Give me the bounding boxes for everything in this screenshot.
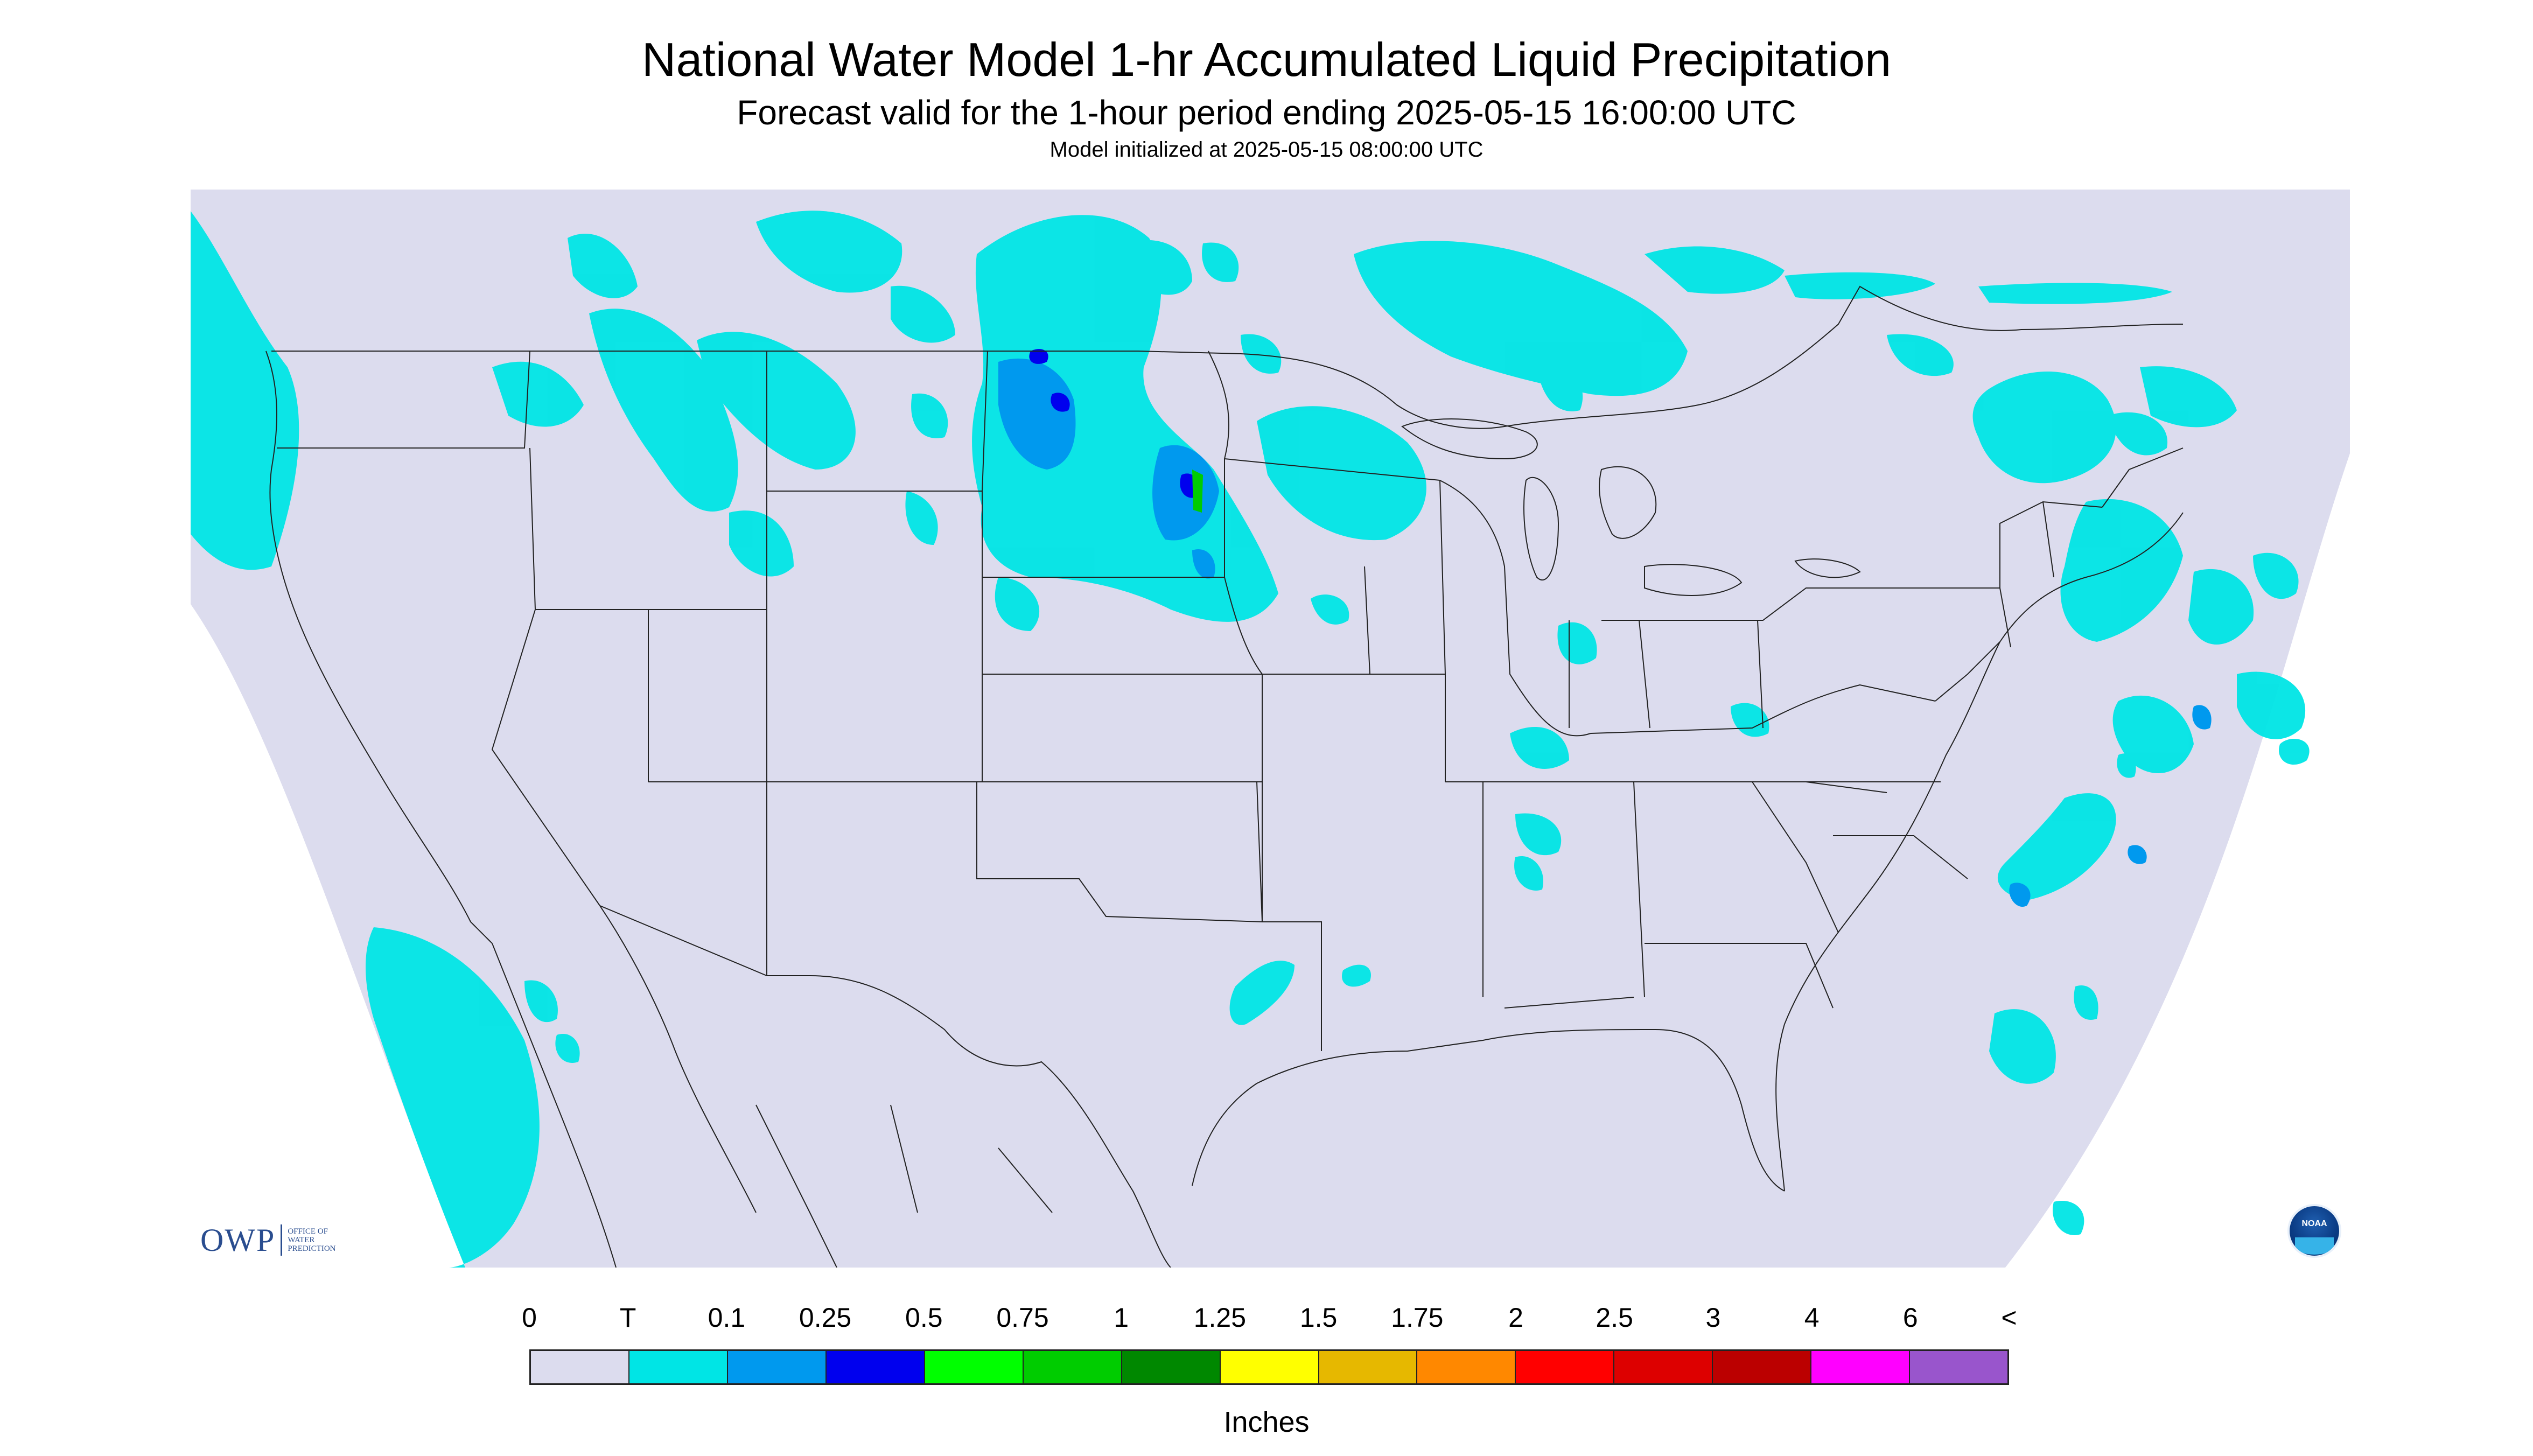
legend-tick-label: 2 xyxy=(1508,1303,1523,1333)
legend-tick-label: 1.75 xyxy=(1391,1303,1444,1333)
legend-tick-label: < xyxy=(2001,1303,2017,1333)
precip-0.5-areas xyxy=(1192,470,1203,513)
legend-swatch xyxy=(531,1351,629,1383)
legend-swatch xyxy=(1417,1351,1516,1383)
legend-tick-label: 1.5 xyxy=(1299,1303,1338,1333)
legend-swatch xyxy=(925,1351,1024,1383)
noaa-logo-icon: NOAA xyxy=(2287,1204,2341,1258)
legend-swatch xyxy=(1614,1351,1713,1383)
owp-logo-text: OWP xyxy=(200,1222,276,1258)
precipitation-map xyxy=(191,190,2350,1268)
legend-tick-label: 4 xyxy=(1804,1303,1820,1333)
legend-swatch xyxy=(1122,1351,1221,1383)
model-init-text: Model initialized at 2025-05-15 08:00:00… xyxy=(1049,138,1484,162)
legend-swatch xyxy=(629,1351,728,1383)
legend-units: Inches xyxy=(1223,1406,1310,1438)
legend-tick-label: 6 xyxy=(1902,1303,1918,1333)
legend-tick-label: 0 xyxy=(522,1303,537,1333)
legend-swatch xyxy=(826,1351,925,1383)
legend-tick-label: 2.5 xyxy=(1596,1303,1633,1333)
noaa-logo-text: NOAA xyxy=(2301,1219,2327,1228)
legend-swatch xyxy=(727,1351,827,1383)
legend-swatch xyxy=(1220,1351,1319,1383)
legend-tick-label: 0.75 xyxy=(996,1303,1049,1333)
legend-swatch xyxy=(1023,1351,1122,1383)
legend-tick-label: 1 xyxy=(1114,1303,1129,1333)
legend-tick-label: 1.25 xyxy=(1193,1303,1247,1333)
legend-swatch xyxy=(1516,1351,1615,1383)
legend-tick-label: 0.1 xyxy=(708,1303,746,1333)
owp-sub-line-3: PREDICTION xyxy=(288,1244,336,1253)
owp-logo: OWP OFFICE OF WATER PREDICTION xyxy=(200,1221,336,1259)
owp-logo-subtitle: OFFICE OF WATER PREDICTION xyxy=(288,1227,335,1253)
owp-logo-divider xyxy=(281,1224,283,1256)
state-boundaries xyxy=(265,285,2184,1268)
legend-tick-label: 3 xyxy=(1705,1303,1721,1333)
legend-swatch xyxy=(1811,1351,1911,1383)
owp-sub-line-1: OFFICE OF xyxy=(288,1227,328,1236)
map-title: National Water Model 1-hr Accumulated Li… xyxy=(641,33,1892,86)
precip-trace-areas xyxy=(191,211,2310,1268)
noaa-bird-icon xyxy=(2295,1237,2334,1255)
legend-swatch xyxy=(1319,1351,1418,1383)
forecast-subtitle: Forecast valid for the 1-hour period end… xyxy=(737,93,1796,132)
legend-tick-label: 0.25 xyxy=(799,1303,852,1333)
legend-swatch xyxy=(1910,1351,2008,1383)
legend-tick-label: T xyxy=(619,1303,636,1333)
legend-tick-label: 0.5 xyxy=(905,1303,943,1333)
owp-sub-line-2: WATER xyxy=(288,1236,315,1244)
legend-swatch xyxy=(1713,1351,1812,1383)
precip-0.1-areas xyxy=(998,358,2212,907)
color-legend xyxy=(529,1349,2009,1385)
